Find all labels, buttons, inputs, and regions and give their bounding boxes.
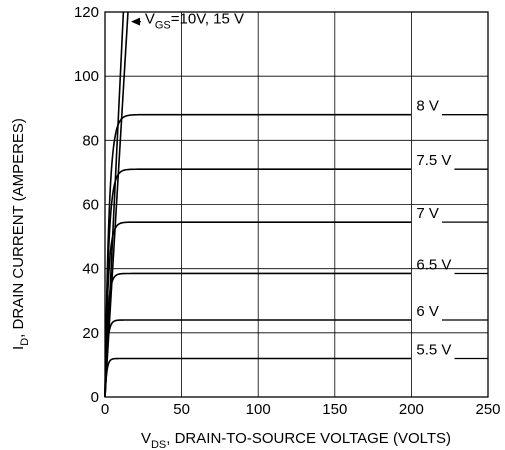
curve-labels: 5.5 V 6 V 6.5 V 7 V 7.5 V 8 V	[416, 98, 488, 360]
y-tick-label: 80	[82, 132, 99, 149]
y-axis-title: ID, DRAIN CURRENT (AMPERES)	[10, 118, 31, 350]
series-label: 7 V	[416, 205, 439, 222]
x-axis-title-rest: , DRAIN-TO-SOURCE VOLTAGE (VOLTS)	[166, 430, 451, 447]
x-axis-title-sub: DS	[151, 439, 166, 450]
x-tick-label: 50	[173, 401, 190, 418]
series-line	[104, 357, 412, 398]
annotation-text: VGS=10V, 15 V	[145, 11, 244, 32]
grid	[105, 12, 488, 397]
vgs-annotation: VGS=10V, 15 V	[131, 11, 244, 32]
x-tick-label: 200	[399, 401, 424, 418]
y-tick-label: 60	[82, 197, 99, 214]
y-tick-label: 120	[74, 4, 99, 21]
annotation-prefix: V	[145, 11, 155, 28]
series-line	[104, 11, 129, 398]
y-tick-label: 0	[91, 389, 99, 406]
annotation-rest: =10V, 15 V	[171, 11, 244, 28]
annotation-sub: GS	[155, 20, 171, 32]
x-tick-label: 0	[101, 401, 109, 418]
series-label: 7.5 V	[416, 152, 451, 169]
series-label: 8 V	[416, 98, 439, 115]
y-axis-title-sub: D	[19, 338, 31, 346]
plot-frame	[104, 11, 489, 398]
y-axis-title-rest: , DRAIN CURRENT (AMPERES)	[10, 118, 27, 338]
y-tick-label: 40	[82, 261, 99, 278]
y-axis-title-main: I	[10, 346, 27, 350]
series-label: 6 V	[416, 303, 439, 320]
series-line	[104, 319, 412, 398]
plot-border	[104, 11, 489, 398]
curves	[104, 11, 412, 398]
x-axis-title: VDS, DRAIN-TO-SOURCE VOLTAGE (VOLTS)	[141, 430, 451, 450]
x-tick-label: 150	[322, 401, 347, 418]
y-tick-label: 20	[82, 325, 99, 342]
y-tick-label: 100	[74, 68, 99, 85]
series-label: 5.5 V	[416, 342, 451, 359]
series-line	[104, 168, 412, 398]
series-label: 6.5 V	[416, 256, 451, 273]
series-line	[104, 272, 412, 398]
series-line	[104, 113, 412, 398]
tick-labels: 0 50 100 150 200 250 0 20 40 60 80 100 120	[74, 4, 501, 418]
x-tick-label: 250	[475, 401, 500, 418]
annotation-arrow-head	[131, 17, 141, 26]
series-line	[104, 221, 412, 398]
x-tick-label: 100	[246, 401, 271, 418]
x-axis-title-main: V	[141, 430, 151, 447]
